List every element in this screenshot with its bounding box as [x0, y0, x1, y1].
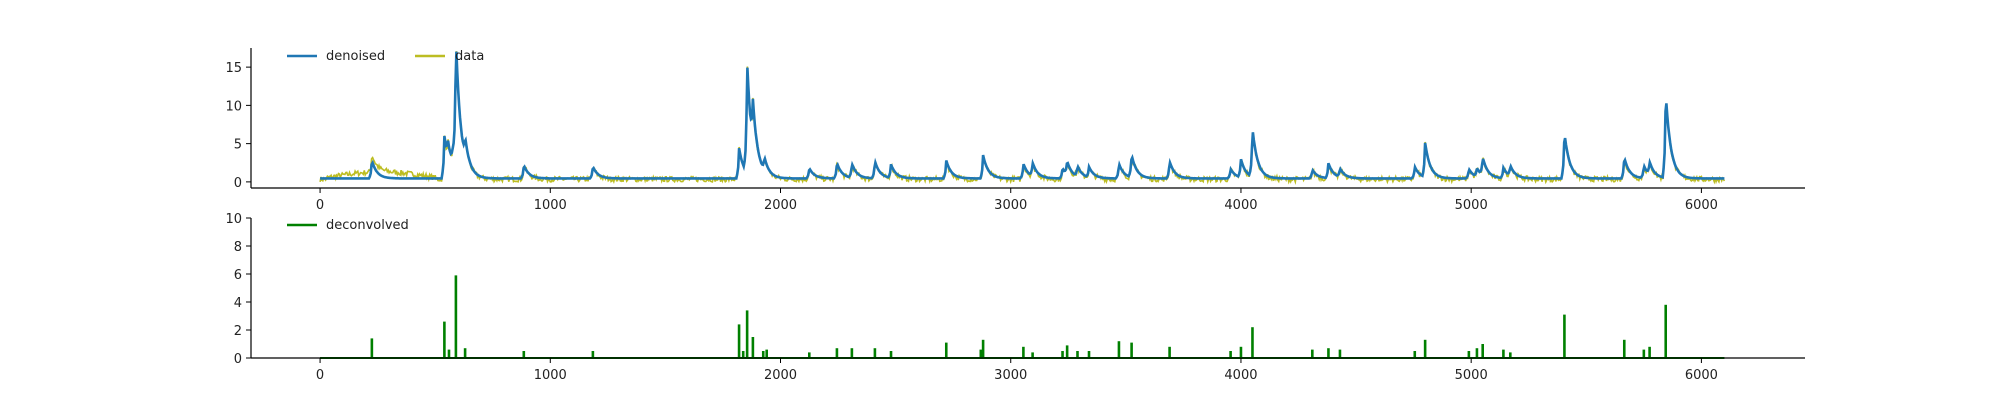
x-tick-label: 3000 [994, 198, 1027, 213]
top-legend: denoised data [287, 49, 484, 64]
y-tick-label: 8 [234, 240, 242, 255]
y-tick-label: 10 [225, 99, 242, 114]
x-tick-label: 4000 [1224, 198, 1257, 213]
y-tick-label: 0 [234, 176, 242, 191]
y-tick-label: 15 [225, 61, 242, 76]
y-tick-label: 5 [234, 138, 242, 153]
x-tick-label: 0 [316, 198, 324, 213]
legend-label-deconvolved: deconvolved [326, 218, 409, 233]
top-plot-area [319, 51, 1726, 185]
bottom-legend: deconvolved [287, 218, 409, 233]
x-tick-label: 1000 [534, 198, 567, 213]
x-tick-label: 5000 [1455, 198, 1488, 213]
x-tick-label: 5000 [1455, 368, 1488, 383]
y-tick-label: 6 [234, 268, 242, 283]
x-tick-label: 2000 [764, 198, 797, 213]
legend-label-data: data [455, 49, 484, 64]
y-tick-label: 4 [234, 296, 242, 311]
bottom-x-ticks: 0 1000 2000 3000 4000 5000 6000 [316, 358, 1718, 383]
x-tick-label: 2000 [764, 368, 797, 383]
top-y-ticks: 0 5 10 15 [225, 61, 251, 191]
series-line-denoised [320, 51, 1725, 180]
y-tick-label: 2 [234, 324, 242, 339]
x-tick-label: 1000 [534, 368, 567, 383]
x-tick-label: 4000 [1224, 368, 1257, 383]
x-tick-label: 0 [316, 368, 324, 383]
y-tick-label: 10 [225, 212, 242, 227]
y-tick-label: 0 [234, 352, 242, 367]
x-tick-label: 6000 [1685, 368, 1718, 383]
top-x-ticks: 0 1000 2000 3000 4000 5000 6000 [316, 188, 1718, 213]
series-line-data [319, 51, 1726, 185]
legend-label-denoised: denoised [326, 49, 385, 64]
bottom-y-ticks: 0 2 4 6 8 10 [225, 212, 251, 367]
x-tick-label: 3000 [994, 368, 1027, 383]
x-tick-label: 6000 [1685, 198, 1718, 213]
top-panel: 0 5 10 15 0 1000 2000 3000 4000 5000 6000 denoise… [225, 48, 1805, 213]
bottom-panel: 0 2 4 6 8 10 0 1000 2000 3000 4000 5000 6000 deconv… [225, 212, 1805, 383]
bottom-plot-area [320, 275, 1725, 359]
